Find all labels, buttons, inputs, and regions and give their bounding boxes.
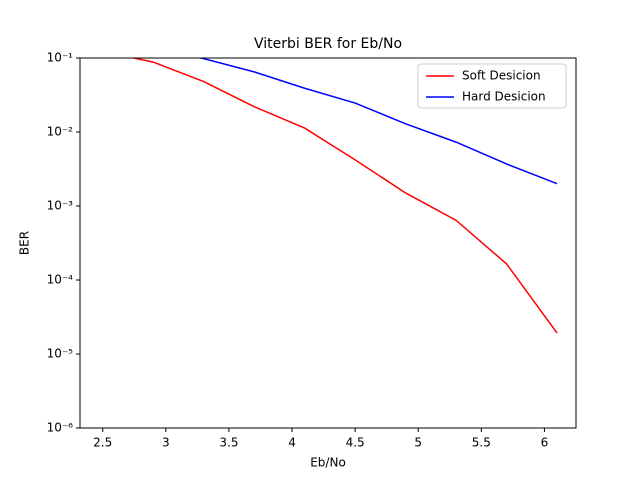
y-tick-label: 10⁻⁴: [47, 273, 74, 287]
x-tick-label: 2.5: [93, 436, 112, 450]
x-tick-label: 4.5: [346, 436, 365, 450]
x-tick-label: 4: [288, 436, 296, 450]
x-tick-label: 3: [162, 436, 170, 450]
y-tick-label: 10⁻³: [47, 199, 74, 213]
x-tick-label: 5.5: [472, 436, 491, 450]
y-tick-label: 10⁻¹: [47, 51, 74, 65]
x-tick-label: 3.5: [219, 436, 238, 450]
y-tick-label: 10⁻²: [47, 125, 74, 139]
legend-label: Hard Desicion: [462, 90, 546, 104]
data-line: [197, 58, 558, 185]
legend-label: Soft Desicion: [462, 69, 541, 83]
plot-area: [130, 58, 558, 334]
x-tick-label: 6: [541, 436, 549, 450]
axes-frame: [79, 57, 577, 429]
data-line: [130, 58, 558, 334]
y-tick-label: 10⁻⁶: [47, 421, 74, 435]
legend-box: [417, 63, 567, 109]
x-axis-label: Eb/No: [310, 456, 346, 470]
y-axis-label: BER: [18, 231, 32, 255]
chart-title: Viterbi BER for Eb/No: [254, 36, 402, 52]
x-tick-label: 5: [414, 436, 422, 450]
y-tick-label: 10⁻⁵: [47, 347, 74, 361]
